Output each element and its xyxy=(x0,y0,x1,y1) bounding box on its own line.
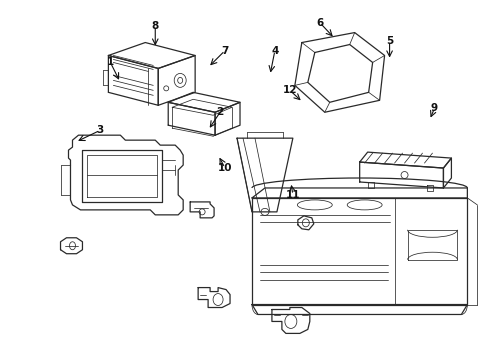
Text: 9: 9 xyxy=(431,103,438,113)
Text: 11: 11 xyxy=(286,190,300,200)
Text: 6: 6 xyxy=(316,18,323,28)
Text: 12: 12 xyxy=(283,85,297,95)
Text: 1: 1 xyxy=(107,58,114,67)
Text: 4: 4 xyxy=(271,45,279,55)
Text: 8: 8 xyxy=(151,21,159,31)
Text: 3: 3 xyxy=(97,125,104,135)
Text: 7: 7 xyxy=(221,45,229,55)
Text: 5: 5 xyxy=(386,36,393,46)
Text: 10: 10 xyxy=(218,163,232,173)
Text: 2: 2 xyxy=(217,107,224,117)
